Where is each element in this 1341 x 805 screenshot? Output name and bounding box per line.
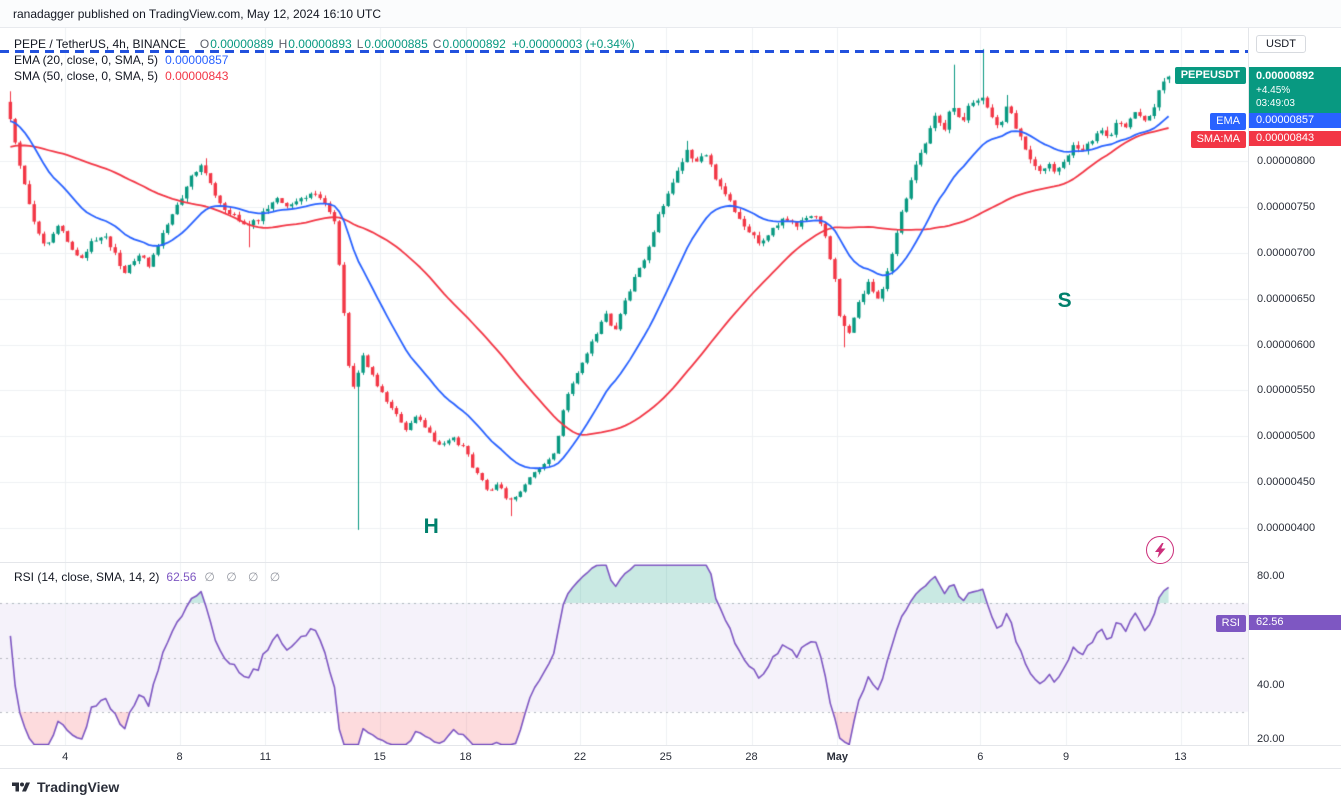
rsi-tick-label: 80.00 — [1257, 570, 1285, 583]
lightning-bolt-icon — [1154, 542, 1165, 558]
open-value: 0.00000889 — [210, 37, 274, 51]
time-tick-label: 25 — [659, 751, 672, 763]
sma-float-label: SMA:MA — [1190, 131, 1246, 148]
price-tick-label: 0.00000800 — [1257, 155, 1316, 168]
symbol-title: PEPE / TetherUS, 4h, BINANCE — [14, 37, 186, 51]
footer-bar: TradingView — [0, 768, 1341, 805]
tradingview-logo-icon — [12, 782, 30, 791]
pane-separator[interactable] — [0, 562, 1341, 563]
last-price-badge: 0.00000892 +4.45% 03:49:03 — [1249, 67, 1341, 113]
close-label: C — [432, 37, 442, 51]
time-tick-label: May — [826, 751, 849, 763]
time-tick-label: 18 — [459, 751, 472, 763]
price-tick-label: 0.00000700 — [1257, 246, 1316, 259]
price-tick-label: 0.00000400 — [1257, 522, 1316, 535]
time-tick-label: 4 — [62, 751, 69, 763]
rsi-float-label: RSI — [1215, 615, 1246, 632]
rsi-title: RSI (14, close, SMA, 14, 2) — [14, 570, 160, 584]
sma-legend-row[interactable]: SMA (50, close, 0, SMA, 5) 0.00000843 — [14, 68, 635, 84]
rsi-value: 62.56 — [166, 570, 197, 584]
time-axis[interactable]: 4 8 11 15 18 22 25 28 May 6 9 13 — [0, 745, 1341, 768]
symbol-legend-row[interactable]: PEPE / TetherUS, 4h, BINANCE O 0.0000088… — [14, 36, 635, 52]
close-value: 0.00000892 — [442, 37, 506, 51]
main-price-chart-canvas[interactable] — [0, 28, 1248, 562]
ema-legend-row[interactable]: EMA (20, close, 0, SMA, 5) 0.00000857 — [14, 52, 635, 68]
ema-axis-badge: 0.00000857 — [1249, 113, 1341, 128]
price-tick-label: 0.00000650 — [1257, 292, 1316, 305]
lightning-bubble-icon[interactable] — [1146, 536, 1174, 564]
axis-currency-label: USDT — [1256, 35, 1306, 53]
attribution-bar: ranadagger published on TradingView.com,… — [0, 0, 1341, 28]
change-value: +0.00000003 (+0.34%) — [511, 37, 635, 51]
price-axis[interactable]: USDT 0.00000800 0.00000750 0.00000700 0.000… — [1248, 28, 1341, 768]
rsi-tick-label: 20.00 — [1257, 733, 1285, 746]
rsi-tick-label: 40.00 — [1257, 678, 1285, 691]
ema-value: 0.00000857 — [165, 53, 229, 67]
sma-value: 0.00000843 — [165, 69, 229, 83]
pattern-annotation-s[interactable]: S — [1057, 288, 1072, 312]
price-tick-label: 0.00000500 — [1257, 430, 1316, 443]
rsi-chart-canvas[interactable] — [0, 562, 1248, 745]
price-tick-label: 0.00000600 — [1257, 338, 1316, 351]
time-tick-label: 22 — [573, 751, 587, 763]
tradingview-logo-link[interactable]: TradingView — [12, 779, 119, 795]
sma-axis-badge: 0.00000843 — [1249, 131, 1341, 146]
time-tick-label: 8 — [176, 751, 183, 763]
open-label: O — [199, 37, 210, 51]
resistance-dashed-line[interactable] — [0, 49, 1248, 53]
bar-countdown-value: 03:49:03 — [1256, 98, 1295, 109]
time-tick-label: 13 — [1174, 751, 1187, 763]
time-tick-label: 28 — [745, 751, 758, 763]
time-tick-labels: 4 8 11 15 18 22 25 28 May 6 9 13 — [0, 746, 1248, 769]
attribution-text: ranadagger published on TradingView.com,… — [13, 6, 382, 21]
pattern-annotation-h[interactable]: H — [423, 515, 439, 539]
tradingview-brand-text: TradingView — [37, 779, 120, 795]
main-legend: PEPE / TetherUS, 4h, BINANCE O 0.0000088… — [14, 36, 635, 84]
time-tick-label: 15 — [373, 751, 386, 763]
ema-title: EMA (20, close, 0, SMA, 5) — [14, 53, 159, 67]
rsi-legend-row[interactable]: RSI (14, close, SMA, 14, 2) 62.56 ∅ ∅ ∅ … — [14, 570, 284, 584]
time-tick-label: 11 — [259, 751, 272, 763]
ema-float-label: EMA — [1210, 113, 1246, 130]
low-label: L — [356, 37, 364, 51]
high-value: 0.00000893 — [288, 37, 352, 51]
change-percent-value: +4.45% — [1256, 85, 1291, 96]
price-tick-label: 0.00000750 — [1257, 200, 1316, 213]
high-label: H — [278, 37, 288, 51]
price-tick-label: 0.00000550 — [1257, 384, 1316, 397]
pepeusdt-badge: PEPEUSDT — [1174, 67, 1246, 84]
time-tick-label: 9 — [1063, 751, 1070, 763]
rsi-hidden-values: ∅ ∅ ∅ ∅ — [204, 570, 285, 584]
low-value: 0.00000885 — [364, 37, 428, 51]
sma-title: SMA (50, close, 0, SMA, 5) — [14, 69, 159, 83]
rsi-axis-badge: 62.56 — [1249, 615, 1341, 630]
last-price-value: 0.00000892 — [1256, 70, 1315, 82]
time-tick-label: 6 — [977, 751, 984, 763]
price-tick-label: 0.00000450 — [1257, 476, 1316, 489]
